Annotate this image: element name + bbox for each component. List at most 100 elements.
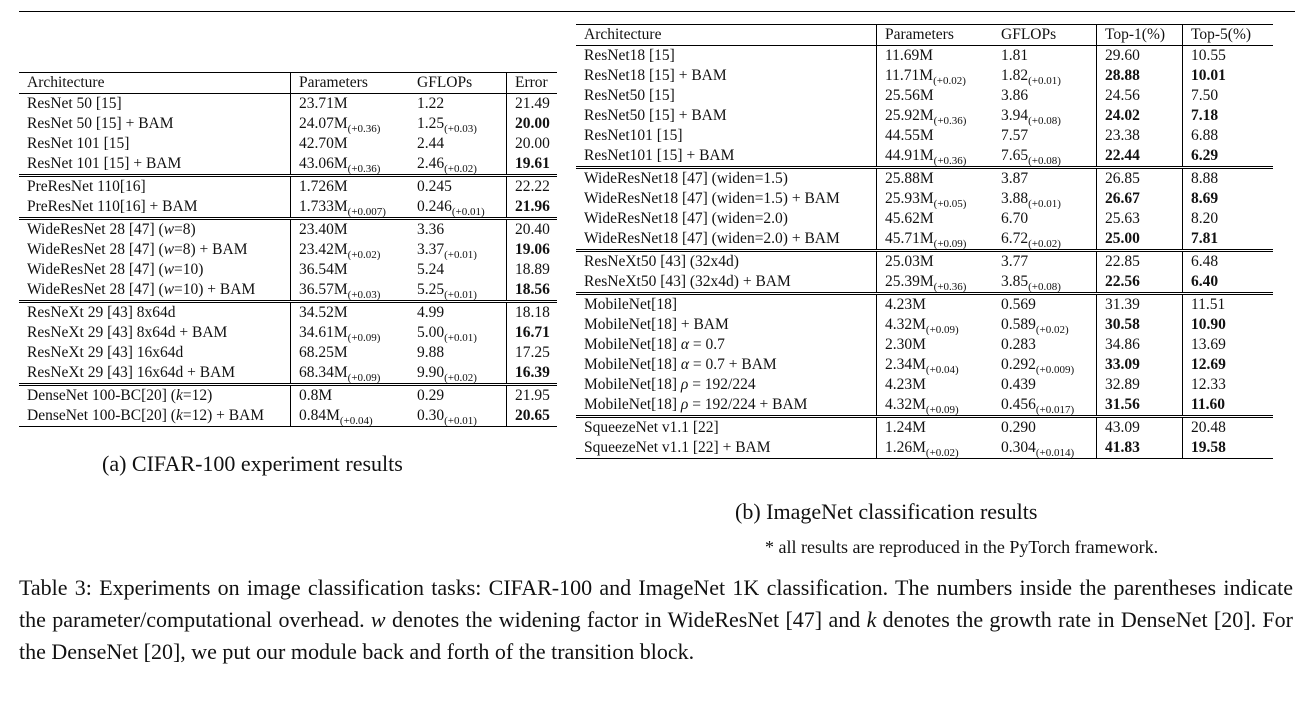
parameters-cell: 25.92M(+0.36)	[877, 106, 993, 126]
gflops-cell: 2.46(+0.02)	[409, 154, 507, 174]
table-caption: Table 3: Experiments on image classifica…	[19, 572, 1293, 668]
parameters-cell: 25.88M	[877, 169, 993, 189]
gflops-value: 3.88	[1001, 190, 1029, 207]
parameters-cell: 25.39M(+0.36)	[877, 272, 993, 292]
top1-cell: 31.56	[1097, 395, 1183, 415]
top1-value: 22.56	[1105, 273, 1140, 290]
gflops-overhead: (+0.08)	[1028, 155, 1061, 167]
top1-value: 31.39	[1105, 296, 1140, 313]
top1-cell: 24.02	[1097, 106, 1183, 126]
parameters-overhead: (+0.09)	[933, 238, 967, 250]
parameters-overhead: (+0.007)	[347, 206, 386, 218]
table-row: ResNeXt 29 [43] 8x64d + BAM 34.61M(+0.09)…	[19, 323, 557, 343]
gflops-value: 0.292	[1001, 356, 1036, 373]
gflops-cell: 5.25(+0.01)	[409, 280, 507, 300]
parameters-cell: 4.23M	[877, 295, 993, 315]
gflops-cell: 6.70	[993, 209, 1097, 229]
parameters-cell: 25.93M(+0.05)	[877, 189, 993, 209]
error-value: 21.95	[515, 387, 550, 404]
parameters-cell: 42.70M	[291, 134, 409, 154]
imagenet-header-parameters: Parameters	[885, 26, 954, 43]
gflops-cell: 3.87	[993, 169, 1097, 189]
parameters-value: 23.42M	[299, 241, 348, 258]
error-cell: 19.61	[507, 154, 557, 174]
top5-value: 8.88	[1191, 170, 1219, 187]
parameters-cell: 23.40M	[291, 220, 409, 240]
architecture-cell: MobileNet[18] α = 0.7	[576, 335, 877, 355]
gflops-overhead: (+0.01)	[1028, 198, 1061, 210]
gflops-overhead: (+0.02)	[444, 372, 477, 384]
top5-value: 6.48	[1191, 253, 1219, 270]
table-row: ResNet101 [15] + BAM 44.91M(+0.36) 7.65(+0…	[576, 146, 1273, 166]
top5-value: 10.01	[1191, 67, 1226, 84]
error-value: 18.56	[515, 281, 550, 298]
top1-cell: 23.38	[1097, 126, 1183, 146]
top5-value: 8.69	[1191, 190, 1219, 207]
top1-cell: 25.63	[1097, 209, 1183, 229]
architecture-cell: ResNeXt 29 [43] 8x64d	[19, 303, 291, 323]
error-cell: 16.39	[507, 363, 557, 383]
parameters-value: 4.23M	[885, 376, 926, 393]
architecture-cell: ResNeXt50 [43] (32x4d) + BAM	[576, 272, 877, 292]
parameters-overhead: (+0.02)	[933, 75, 966, 87]
parameters-cell: 34.61M(+0.09)	[291, 323, 409, 343]
imagenet-header-gflops: GFLOPs	[993, 25, 1097, 45]
architecture-cell: DenseNet 100-BC[20] (k=12)	[19, 386, 291, 406]
error-value: 20.00	[515, 135, 550, 152]
top5-value: 6.29	[1191, 147, 1219, 164]
parameters-cell: 1.24M	[877, 418, 993, 438]
parameters-cell: 25.03M	[877, 252, 993, 272]
table-row: ResNet18 [15] 11.69M 1.81 29.60 10.55	[576, 46, 1273, 66]
imagenet-header-top1: Top-1(%)	[1097, 25, 1183, 45]
architecture-cell: WideResNet18 [47] (widen=2.0)	[576, 209, 877, 229]
architecture-text: PreResNet 110[16]	[27, 178, 146, 195]
top5-cell: 6.40	[1183, 272, 1273, 292]
gflops-value: 0.589	[1001, 316, 1036, 333]
gflops-value: 5.24	[417, 261, 445, 278]
top5-cell: 11.60	[1183, 395, 1273, 415]
top1-cell: 43.09	[1097, 418, 1183, 438]
top1-cell: 22.85	[1097, 252, 1183, 272]
parameters-value: 43.06M	[299, 155, 348, 172]
gflops-cell: 5.00(+0.01)	[409, 323, 507, 343]
parameters-value: 25.88M	[885, 170, 934, 187]
table-row: MobileNet[18] α = 0.7 + BAM 2.34M(+0.04) 0…	[576, 355, 1273, 375]
parameters-value: 11.71M	[885, 67, 934, 84]
parameters-value: 25.03M	[885, 253, 934, 270]
gflops-cell: 1.22	[409, 94, 507, 114]
parameters-value: 23.40M	[299, 221, 348, 238]
parameters-overhead: (+0.09)	[347, 332, 381, 344]
architecture-cell: WideResNet 28 [47] (w=8) + BAM	[19, 240, 291, 260]
error-value: 21.49	[515, 95, 550, 112]
parameters-cell: 4.23M	[877, 375, 993, 395]
imagenet-caption: (b) ImageNet classification results	[735, 499, 1038, 524]
gflops-value: 0.283	[1001, 336, 1036, 353]
architecture-cell: ResNet18 [15]	[576, 46, 877, 66]
parameters-cell: 1.26M(+0.02)	[877, 438, 993, 458]
error-cell: 21.49	[507, 94, 557, 114]
architecture-text: WideResNet18 [47] (widen=2.0)	[584, 210, 788, 227]
top5-cell: 8.20	[1183, 209, 1273, 229]
gflops-value: 0.439	[1001, 376, 1036, 393]
imagenet-header-architecture: Architecture	[576, 25, 877, 45]
top1-cell: 31.39	[1097, 295, 1183, 315]
gflops-value: 0.304	[1001, 439, 1036, 456]
top5-cell: 10.90	[1183, 315, 1273, 335]
top5-value: 7.81	[1191, 230, 1219, 247]
top5-cell: 8.69	[1183, 189, 1273, 209]
footnote: * all results are reproduced in the PyTo…	[765, 537, 1159, 557]
table-caption-text: Table 3: Experiments on image classifica…	[19, 575, 1293, 664]
top5-value: 12.69	[1191, 356, 1226, 373]
parameters-cell: 11.69M	[877, 46, 993, 66]
architecture-text: MobileNet[18] + BAM	[584, 316, 729, 333]
error-value: 20.65	[515, 407, 550, 424]
parameters-value: 68.25M	[299, 344, 348, 361]
parameters-value: 0.8M	[299, 387, 333, 404]
gflops-cell: 0.246(+0.01)	[409, 197, 507, 217]
architecture-text: ResNeXt 29 [43] 16x64d	[27, 344, 184, 361]
top1-cell: 24.56	[1097, 86, 1183, 106]
parameters-value: 1.733M	[299, 198, 348, 215]
parameters-value: 1.726M	[299, 178, 348, 195]
table-row: WideResNet 28 [47] (w=8) + BAM 23.42M(+0.…	[19, 240, 557, 260]
parameters-value: 45.71M	[885, 230, 934, 247]
